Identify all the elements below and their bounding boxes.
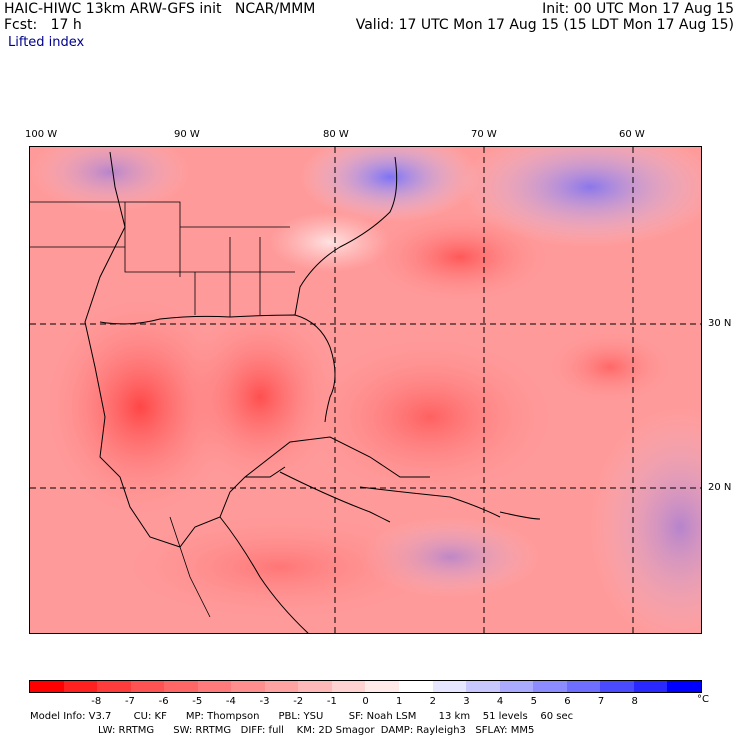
lifted-index-map — [29, 146, 702, 634]
colorbar-swatch — [466, 681, 500, 692]
stable-region-eastcaribbean — [590, 407, 701, 633]
colorbar-swatch — [633, 681, 668, 692]
colorbar-unit: °C — [697, 694, 709, 705]
colorbar-swatch — [130, 681, 165, 692]
coastlines — [84, 151, 541, 633]
colorbar-tick-label: -3 — [259, 696, 270, 707]
colorbar-tick-label: 3 — [463, 696, 470, 707]
colorbar-swatch — [97, 681, 131, 692]
colorbar-swatch — [197, 681, 232, 692]
lon-label-60w: 60 W — [619, 129, 645, 140]
map-canvas — [30, 147, 701, 633]
colorbar-swatch — [298, 681, 332, 692]
stable-region-northwest — [30, 147, 190, 212]
field-name: Lifted index — [8, 35, 85, 50]
colorbar-swatch — [331, 681, 366, 692]
forecast-hour: Fcst: 17 h — [4, 17, 82, 33]
colorbar-tick-label: 4 — [496, 696, 504, 707]
colorbar-tick-label: -6 — [158, 696, 169, 707]
stable-region-midatlantic — [300, 147, 480, 222]
pale-region-carolinas — [270, 212, 390, 272]
unstable-region-central-america — [100, 507, 460, 627]
colorbar-swatch — [600, 681, 634, 692]
colorbar-swatch — [399, 681, 433, 692]
colorbar-swatch — [63, 681, 98, 692]
colorbar-swatch — [533, 681, 567, 692]
lon-label-70w: 70 W — [471, 129, 497, 140]
colorbar — [29, 680, 702, 693]
colorbar-swatch — [365, 681, 400, 692]
colorbar-tick-label: -1 — [326, 696, 337, 707]
unstable-region-bahamas — [290, 327, 570, 507]
colorbar-tick-label: 8 — [631, 696, 638, 707]
unstable-region-atlantic-east — [540, 327, 680, 407]
colorbar-swatch — [164, 681, 198, 692]
colorbar-swatch — [264, 681, 299, 692]
colorbar-tick-label: 0 — [362, 696, 369, 707]
model-info-line2: LW: RRTMG SW: RRTMG DIFF: full KM: 2D Sm… — [98, 725, 535, 736]
colorbar-swatch — [667, 681, 701, 692]
colorbar-tick-label: -8 — [91, 696, 102, 707]
colorbar-tick-label: -2 — [293, 696, 304, 707]
colorbar-tick-label: 1 — [395, 696, 403, 707]
init-time: Init: 00 UTC Mon 17 Aug 15 — [542, 1, 734, 17]
lon-label-90w: 90 W — [174, 129, 200, 140]
lat-label-30n: 30 N — [708, 318, 732, 329]
colorbar-swatch — [566, 681, 601, 692]
model-title: HAIC-HIWC 13km ARW-GFS init NCAR/MMM — [4, 1, 316, 17]
colorbar-tick-label: -4 — [225, 696, 236, 707]
colorbar-swatch — [499, 681, 534, 692]
graticule — [30, 147, 701, 633]
colorbar-swatch — [231, 681, 265, 692]
colorbar-tick-label: -5 — [192, 696, 203, 707]
colorbar-tick-label: 5 — [530, 696, 537, 707]
colorbar-tick-label: 2 — [429, 696, 436, 707]
stable-region-northatlantic — [460, 147, 701, 247]
model-info-line1: Model Info: V3.7 CU: KF MP: Thompson PBL… — [30, 711, 574, 722]
colorbar-swatch — [432, 681, 467, 692]
colorbar-tick-label: -7 — [124, 696, 135, 707]
lat-label-20n: 20 N — [708, 482, 732, 493]
unstable-region-gulf-west — [45, 297, 235, 517]
colorbar-tick-label: 6 — [564, 696, 571, 707]
unstable-region-atlantic-north — [370, 212, 550, 302]
lon-label-80w: 80 W — [323, 129, 349, 140]
state-borders — [30, 201, 295, 618]
colorbar-tick-label: 7 — [597, 696, 605, 707]
valid-time: Valid: 17 UTC Mon 17 Aug 15 (15 LDT Mon … — [355, 17, 734, 33]
colorbar-swatch — [30, 681, 64, 692]
lon-label-100w: 100 W — [25, 129, 58, 140]
